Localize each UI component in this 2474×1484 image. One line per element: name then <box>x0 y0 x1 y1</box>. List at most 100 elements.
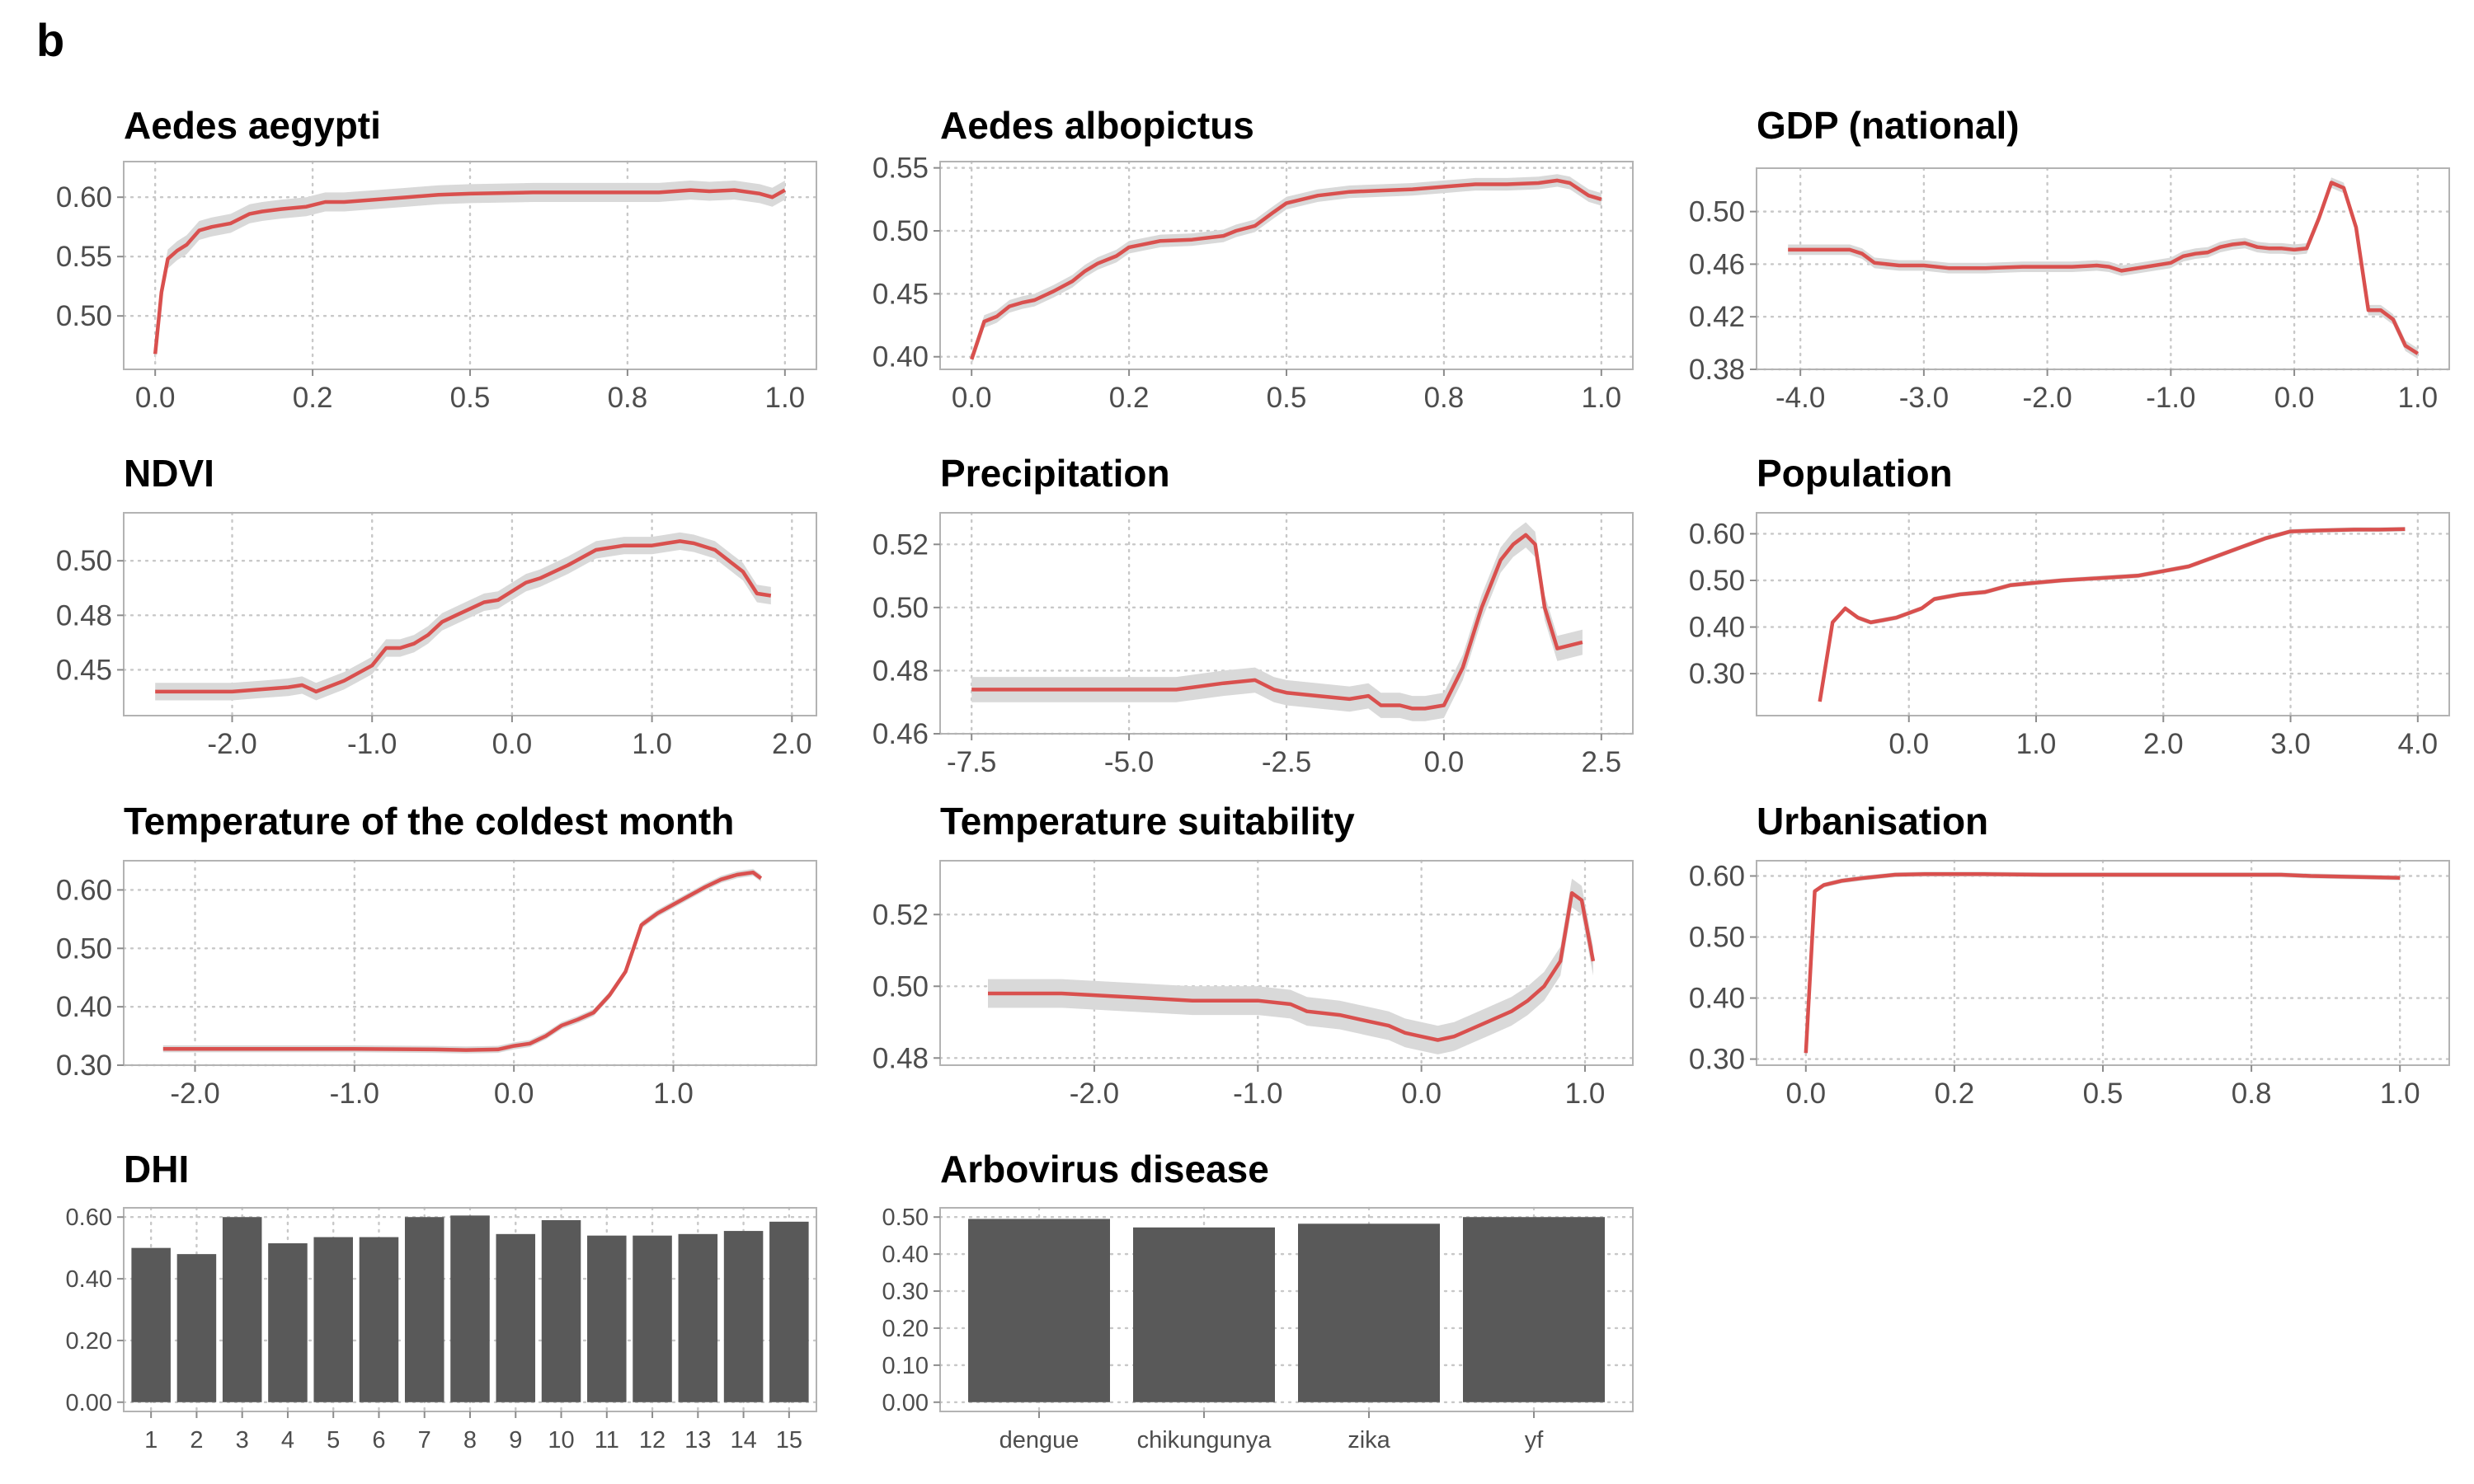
series-line <box>162 870 763 1052</box>
bar-yf <box>1463 1217 1605 1402</box>
x-tick-label: 0.0 <box>1424 746 1465 778</box>
y-tick-label: 0.55 <box>56 241 112 273</box>
x-tick-label: 0.0 <box>492 728 533 760</box>
x-tick-label: -3.0 <box>1899 382 1949 414</box>
x-tick-label: 2 <box>190 1427 203 1453</box>
x-tick-label: zika <box>1348 1427 1390 1453</box>
x-tick-label: 11 <box>595 1427 619 1453</box>
plot-frame <box>1756 512 2450 716</box>
y-tick-label: 0.30 <box>56 1050 112 1082</box>
chart-title: Aedes aegypti <box>124 104 381 147</box>
x-tick-label: 12 <box>639 1427 666 1453</box>
x-tick-label: -5.0 <box>1104 746 1154 778</box>
plot-frame <box>939 860 1634 1066</box>
y-tick-label: 0.40 <box>882 1242 929 1268</box>
y-tick-label: 0.50 <box>56 545 112 577</box>
x-tick-label: 1.0 <box>764 382 805 414</box>
x-tick-label: -2.0 <box>2022 382 2072 414</box>
x-tick-label: 0.0 <box>1401 1078 1442 1110</box>
y-tick-label: 0.60 <box>56 181 112 214</box>
bar-14 <box>723 1231 764 1402</box>
chart-title: Population <box>1757 452 1953 495</box>
y-tick-label: 0.50 <box>872 970 929 1003</box>
chart-title: NDVI <box>124 452 214 495</box>
y-tick-label: 0.30 <box>1689 658 1745 690</box>
y-tick-label: 0.60 <box>1689 518 1745 550</box>
bar-9 <box>496 1233 536 1402</box>
x-tick-label: 0.5 <box>2083 1078 2124 1110</box>
x-tick-label: 2.5 <box>1581 746 1621 778</box>
y-tick-label: 0.48 <box>872 1042 929 1074</box>
y-tick-label: 0.40 <box>872 341 929 373</box>
chart-aedes-albopictus: Aedes albopictus 0.0 0.2 0.5 0.8 1.0 0.40 0.45 0… <box>872 104 1634 414</box>
x-tick-label: 0.2 <box>293 382 333 414</box>
y-tick-label: 0.50 <box>872 592 929 624</box>
x-tick-label: 0.0 <box>2274 382 2315 414</box>
series-line <box>988 890 1596 1042</box>
y-tick-label: 0.40 <box>1689 612 1745 644</box>
chart-title: Temperature suitability <box>940 800 1355 843</box>
confidence-band <box>1788 177 2418 359</box>
x-tick-label: -1.0 <box>330 1078 379 1110</box>
x-tick-label: 0.0 <box>1888 728 1929 760</box>
x-tick-label: 0.0 <box>494 1078 534 1110</box>
x-tick-label: 14 <box>730 1427 756 1453</box>
series-line <box>970 178 1602 360</box>
x-tick-label: 0.5 <box>450 382 491 414</box>
panel-label: b <box>36 14 64 66</box>
y-tick-label: 0.10 <box>882 1353 929 1379</box>
y-tick-label: 0.30 <box>1689 1044 1745 1076</box>
x-tick-label: 0.8 <box>1424 382 1465 414</box>
x-tick-label: 15 <box>776 1427 802 1453</box>
bar-zika <box>1298 1223 1440 1402</box>
y-tick-label: 0.20 <box>882 1316 929 1342</box>
x-tick-label: chikungunya <box>1137 1427 1272 1453</box>
y-tick-label: 0.48 <box>56 599 112 632</box>
y-tick-label: 0.40 <box>1689 983 1745 1015</box>
y-tick-label: 0.20 <box>66 1328 112 1355</box>
chart-aedes-aegypti: Aedes aegypti 0.0 0.2 0.5 0.8 1.0 0.50 0.55 0.60 <box>56 104 818 414</box>
chart-title: Aedes albopictus <box>940 104 1254 147</box>
y-tick-label: 0.60 <box>56 874 112 906</box>
y-tick-label: 0.55 <box>872 153 929 185</box>
bar-2 <box>176 1254 217 1402</box>
x-tick-label: 0.2 <box>1935 1078 1975 1110</box>
bar-3 <box>222 1217 262 1402</box>
x-tick-label: 6 <box>372 1427 385 1453</box>
y-tick-label: 0.45 <box>56 654 112 686</box>
x-tick-label: 1.0 <box>1581 382 1621 414</box>
y-tick-label: 0.46 <box>872 718 929 750</box>
chart-temp-coldest-month: Temperature of the coldest month -2.0 -1.0… <box>56 800 818 1110</box>
y-tick-label: 0.50 <box>872 215 929 247</box>
bar-8 <box>450 1215 490 1402</box>
y-tick-label: 0.00 <box>66 1390 112 1416</box>
x-tick-label: 0.5 <box>1267 382 1307 414</box>
x-tick-label: 3 <box>236 1427 249 1453</box>
x-tick-label: 4.0 <box>2397 728 2438 760</box>
charts: Aedes aegypti 0.0 0.2 0.5 0.8 1.0 0.50 0.55 0.60… <box>56 104 2451 1453</box>
series-line <box>1788 181 2420 355</box>
series-line <box>1804 872 2401 1054</box>
y-tick-label: 0.50 <box>882 1205 929 1231</box>
x-tick-label: -2.0 <box>1070 1078 1119 1110</box>
bar-4 <box>268 1243 308 1402</box>
x-tick-label: -2.0 <box>207 728 256 760</box>
x-tick-label: 0.0 <box>135 382 176 414</box>
chart-urbanisation: Urbanisation 0.0 0.2 0.5 0.8 1.0 0.30 0.40 0.50 0… <box>1689 800 2451 1110</box>
confidence-band <box>162 868 761 1054</box>
x-tick-label: -1.0 <box>1233 1078 1282 1110</box>
y-tick-label: 0.50 <box>1689 565 1745 597</box>
bar-11 <box>587 1235 627 1402</box>
bar-7 <box>404 1217 444 1402</box>
chart-title: DHI <box>124 1148 189 1190</box>
series-line <box>155 539 772 694</box>
y-tick-label: 0.38 <box>1689 354 1745 386</box>
chart-gdp-national: GDP (national) -4.0 -3.0 -2.0 -1.0 0.0 1.0 0.38… <box>1689 104 2451 414</box>
bar-5 <box>313 1237 353 1402</box>
plot-frame <box>123 512 817 716</box>
y-tick-label: 0.50 <box>1689 196 1745 228</box>
bar-13 <box>678 1233 718 1402</box>
plot-frame <box>939 1207 1634 1412</box>
x-tick-label: -2.0 <box>170 1078 219 1110</box>
